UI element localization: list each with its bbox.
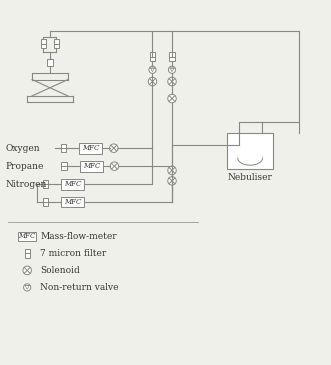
Circle shape bbox=[110, 162, 118, 170]
Bar bbox=[150, 53, 155, 61]
Text: 7 micron filter: 7 micron filter bbox=[40, 249, 107, 258]
Bar bbox=[169, 53, 175, 61]
Bar bbox=[47, 59, 53, 66]
Bar bbox=[79, 143, 102, 154]
Text: MFC: MFC bbox=[64, 198, 81, 206]
Circle shape bbox=[168, 77, 176, 86]
Text: Non-return valve: Non-return valve bbox=[40, 283, 119, 292]
Polygon shape bbox=[170, 68, 174, 72]
Circle shape bbox=[168, 94, 176, 103]
Circle shape bbox=[168, 166, 176, 175]
Polygon shape bbox=[25, 285, 29, 289]
Text: Nitrogen: Nitrogen bbox=[5, 180, 47, 189]
Circle shape bbox=[24, 284, 31, 291]
Bar bbox=[61, 144, 66, 153]
Circle shape bbox=[149, 66, 156, 73]
Circle shape bbox=[168, 66, 175, 73]
Bar bbox=[41, 39, 46, 48]
Text: MFC: MFC bbox=[82, 144, 99, 152]
Bar bbox=[24, 249, 30, 258]
Text: MFC: MFC bbox=[83, 162, 100, 170]
Polygon shape bbox=[150, 68, 155, 72]
Text: MFC: MFC bbox=[64, 180, 81, 188]
Bar bbox=[227, 134, 273, 169]
Bar bbox=[54, 39, 59, 48]
Bar bbox=[43, 180, 48, 188]
Text: Solenoid: Solenoid bbox=[40, 266, 80, 275]
Circle shape bbox=[148, 77, 157, 86]
Text: Mass-flow-meter: Mass-flow-meter bbox=[40, 232, 117, 241]
Circle shape bbox=[23, 266, 31, 274]
Text: Oxygen: Oxygen bbox=[5, 144, 40, 153]
Text: MFC: MFC bbox=[19, 233, 36, 241]
Bar bbox=[43, 198, 48, 206]
Text: Propane: Propane bbox=[5, 162, 44, 171]
Bar bbox=[18, 232, 36, 241]
Bar bbox=[61, 197, 84, 207]
Text: Nebuliser: Nebuliser bbox=[228, 173, 272, 182]
Bar bbox=[61, 179, 84, 189]
Bar bbox=[79, 161, 103, 172]
Bar bbox=[61, 162, 67, 170]
Circle shape bbox=[110, 144, 118, 153]
Circle shape bbox=[168, 177, 176, 185]
